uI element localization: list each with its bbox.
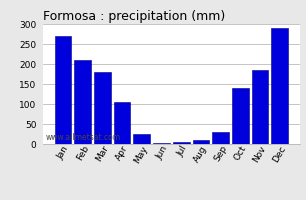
- Bar: [114, 102, 130, 144]
- Bar: [252, 70, 268, 144]
- Bar: [74, 60, 91, 144]
- Text: Formosa : precipitation (mm): Formosa : precipitation (mm): [43, 10, 225, 23]
- Bar: [54, 36, 71, 144]
- Bar: [212, 132, 229, 144]
- Text: www.allmetsat.com: www.allmetsat.com: [45, 133, 121, 142]
- Bar: [232, 88, 249, 144]
- Bar: [192, 140, 209, 144]
- Bar: [271, 28, 288, 144]
- Bar: [153, 143, 170, 144]
- Bar: [94, 72, 111, 144]
- Bar: [173, 142, 190, 144]
- Bar: [133, 134, 150, 144]
